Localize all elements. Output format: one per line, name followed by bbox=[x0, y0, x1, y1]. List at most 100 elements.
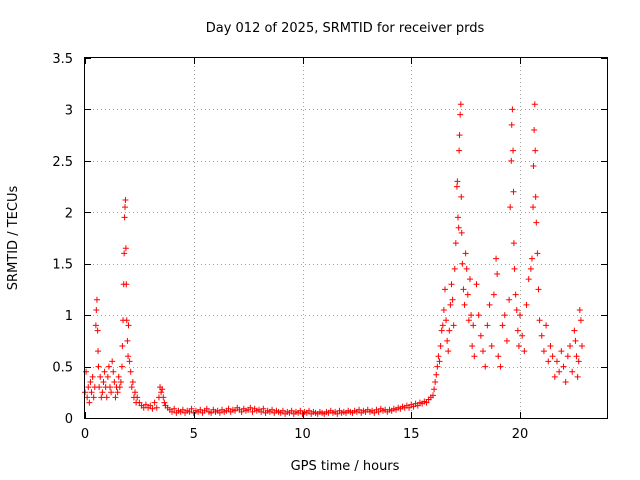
data-point bbox=[96, 384, 103, 391]
data-point bbox=[567, 343, 574, 349]
data-point bbox=[136, 399, 143, 406]
data-point bbox=[513, 307, 520, 313]
data-point bbox=[525, 276, 532, 283]
data-point bbox=[186, 408, 193, 415]
data-point bbox=[94, 327, 101, 334]
data-point bbox=[121, 250, 128, 257]
y-tick-label: 2 bbox=[65, 206, 73, 221]
y-tick-label: 1.5 bbox=[52, 258, 73, 273]
data-point bbox=[432, 379, 439, 385]
data-point bbox=[431, 386, 438, 393]
data-point bbox=[455, 214, 462, 221]
data-point bbox=[118, 363, 125, 370]
data-point bbox=[494, 271, 501, 277]
data-point bbox=[179, 406, 186, 413]
data-point bbox=[551, 373, 558, 380]
data-point bbox=[109, 358, 116, 365]
data-point bbox=[564, 353, 571, 360]
x-tick-label: 0 bbox=[81, 427, 89, 442]
y-tick-label: 0 bbox=[65, 412, 73, 427]
data-point bbox=[306, 407, 313, 414]
data-point bbox=[89, 373, 96, 380]
data-point bbox=[92, 322, 99, 329]
data-point bbox=[441, 286, 448, 293]
data-point bbox=[512, 291, 519, 298]
x-tick-label: 5 bbox=[190, 427, 198, 442]
data-point bbox=[530, 204, 537, 211]
data-point bbox=[123, 317, 130, 324]
data-point bbox=[509, 106, 516, 113]
data-point bbox=[101, 368, 108, 375]
data-point bbox=[519, 332, 526, 339]
data-point bbox=[188, 405, 195, 412]
data-point bbox=[107, 384, 114, 391]
data-point bbox=[128, 384, 135, 391]
data-point bbox=[486, 301, 493, 308]
data-point bbox=[406, 404, 413, 411]
data-point bbox=[90, 394, 97, 401]
data-point bbox=[562, 379, 569, 385]
x-tick-label: 20 bbox=[512, 427, 529, 442]
data-point bbox=[149, 405, 156, 412]
data-point bbox=[465, 317, 472, 324]
data-point bbox=[477, 332, 484, 339]
data-point bbox=[438, 327, 445, 334]
data-point bbox=[114, 389, 121, 396]
data-point bbox=[458, 193, 465, 200]
data-point bbox=[558, 348, 565, 355]
data-point bbox=[105, 363, 112, 370]
data-point bbox=[125, 322, 132, 329]
data-point bbox=[576, 307, 583, 313]
data-point bbox=[536, 317, 543, 324]
data-point bbox=[443, 317, 450, 324]
data-point bbox=[260, 405, 267, 412]
data-point bbox=[169, 408, 175, 415]
data-point bbox=[122, 204, 129, 211]
data-point bbox=[514, 327, 521, 334]
data-point bbox=[232, 407, 239, 414]
data-point bbox=[569, 368, 576, 375]
data-point bbox=[423, 399, 430, 406]
x-axis-label: GPS time / hours bbox=[291, 459, 400, 474]
data-point bbox=[448, 281, 455, 288]
data-point bbox=[480, 348, 487, 355]
data-point bbox=[463, 265, 470, 272]
data-point bbox=[100, 379, 107, 385]
data-point bbox=[93, 296, 100, 303]
data-point bbox=[103, 394, 110, 401]
data-point bbox=[573, 353, 580, 360]
data-point bbox=[468, 312, 475, 319]
data-points bbox=[82, 101, 585, 417]
data-point bbox=[471, 353, 478, 360]
data-point bbox=[521, 348, 528, 355]
data-point bbox=[444, 337, 451, 344]
axis-ticks bbox=[85, 58, 607, 419]
data-point bbox=[482, 363, 489, 370]
data-point bbox=[122, 196, 129, 203]
data-point bbox=[510, 188, 517, 195]
data-point bbox=[499, 322, 506, 329]
data-point bbox=[433, 371, 440, 378]
data-point bbox=[99, 389, 106, 396]
data-point bbox=[464, 291, 471, 298]
x-tick-label: 10 bbox=[294, 427, 311, 442]
data-point bbox=[111, 379, 118, 385]
data-point bbox=[497, 363, 504, 370]
data-point bbox=[88, 389, 95, 396]
data-point bbox=[437, 343, 444, 349]
data-point bbox=[574, 373, 581, 380]
data-point bbox=[430, 392, 436, 399]
data-point bbox=[119, 343, 126, 349]
data-point bbox=[98, 394, 105, 401]
data-point bbox=[159, 386, 166, 393]
data-point bbox=[453, 183, 460, 190]
data-point bbox=[511, 265, 518, 272]
data-point bbox=[95, 348, 102, 355]
plot-frame bbox=[84, 57, 608, 419]
data-point bbox=[466, 276, 473, 283]
data-point bbox=[508, 121, 515, 128]
data-point bbox=[117, 379, 124, 385]
data-point bbox=[451, 265, 458, 272]
data-point bbox=[455, 224, 462, 231]
